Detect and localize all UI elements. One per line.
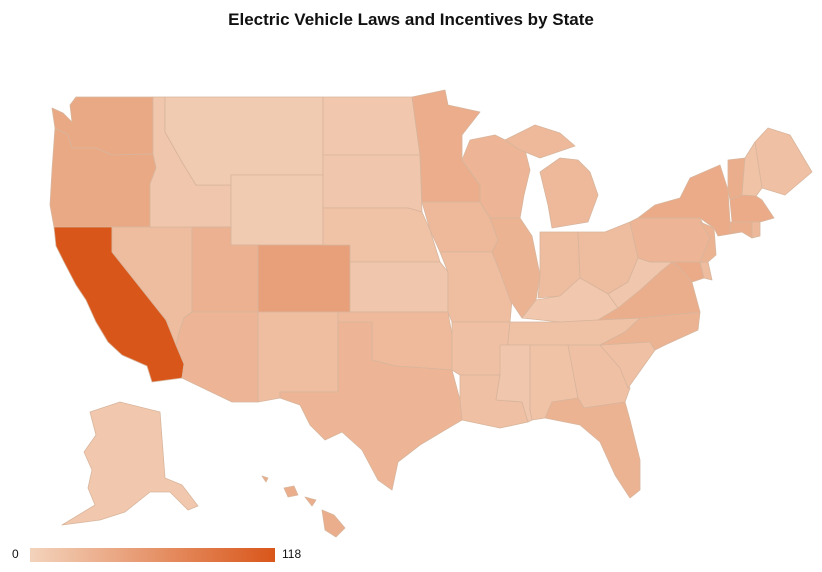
state-TX[interactable] <box>279 321 463 491</box>
state-MI[interactable] <box>504 124 599 229</box>
state-WY[interactable] <box>230 174 324 246</box>
state-MA[interactable] <box>729 194 775 223</box>
state-ND[interactable] <box>322 96 421 156</box>
legend-max-label: 118 <box>282 547 302 561</box>
state-FL[interactable] <box>544 397 641 499</box>
state-NY[interactable] <box>637 164 743 237</box>
state-AZ[interactable] <box>175 311 259 403</box>
state-RI[interactable] <box>751 221 761 239</box>
state-KS[interactable] <box>349 261 449 313</box>
state-NM[interactable] <box>257 311 339 403</box>
state-HI[interactable] <box>261 475 346 538</box>
chart-title: Electric Vehicle Laws and Incentives by … <box>228 10 594 29</box>
state-SD[interactable] <box>322 154 423 213</box>
state-AK[interactable] <box>61 401 199 526</box>
state-CO[interactable] <box>257 244 351 313</box>
state-PA[interactable] <box>629 217 711 263</box>
legend-min-label: 0 <box>12 547 19 561</box>
state-ME[interactable] <box>754 127 813 196</box>
state-MT[interactable] <box>164 96 324 186</box>
state-CT[interactable] <box>729 221 753 239</box>
color-scale-bar <box>30 548 275 562</box>
state-NC[interactable] <box>599 311 701 351</box>
